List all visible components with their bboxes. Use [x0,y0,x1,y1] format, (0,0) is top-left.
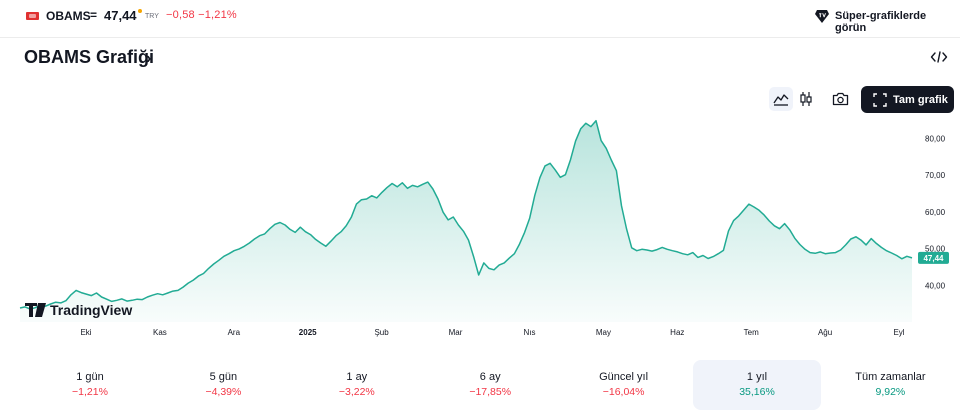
period-change: −17,85% [469,386,512,398]
period-change: −1,21% [72,386,108,398]
tradingview-watermark: TradingView [25,302,132,318]
snapshot-button[interactable] [828,87,852,111]
x-tick-label: Ağu [818,328,832,337]
x-tick-label: Mar [449,328,463,337]
camera-icon [832,92,848,106]
full-chart-label: Tam grafik [893,93,948,106]
symbol-header: OBAMS = 47,44 TRY −0,58 −1,21% Süper-gra… [0,0,960,34]
x-tick-label: Tem [744,328,759,337]
x-tick-label: Nıs [524,328,536,337]
symbol-name[interactable]: OBAMS [46,9,91,23]
full-chart-button[interactable]: Tam grafik [861,86,954,113]
period-change: 9,92% [875,386,906,398]
period-tab[interactable]: 1 yıl 35,16% [693,360,821,410]
x-tick-label: Şub [374,328,389,337]
currency-label: TRY [145,13,159,20]
y-tick-label: 70,00 [925,171,946,180]
price-area-fill [20,120,912,322]
x-tick-label: Haz [670,328,684,337]
period-label: 5 gün [209,371,238,383]
period-label: 1 yıl [746,371,768,383]
turkey-flag-icon [26,12,39,20]
tradingview-logo-icon [25,303,46,317]
period-label: 1 gün [76,371,104,383]
y-tick-label: 80,00 [925,134,946,143]
period-tab[interactable]: 1 ay −3,22% [293,360,421,410]
equals-sign: = [90,8,98,22]
period-selector: 1 gün −1,21% 5 gün −4,39% 1 ay −3,22% 6 ay −17,… [22,360,960,410]
period-tab[interactable]: 1 gün −1,21% [26,360,154,410]
period-label: 1 ay [346,371,368,383]
period-change: 35,16% [739,386,775,398]
period-label: 6 ay [479,371,501,383]
x-tick-label: Eki [80,328,91,337]
embed-code-icon[interactable] [930,49,948,65]
market-status-dot-icon [138,9,142,13]
price-area-chart[interactable]: 40,00 50,00 60,00 70,00 80,00 Eki Kas Ara 2025 Ş… [0,115,960,345]
title-chevron-right-icon[interactable]: › [146,50,152,67]
candles-icon [800,92,812,106]
period-tab[interactable]: 5 gün −4,39% [159,360,287,410]
y-tick-label: 40,00 [925,281,946,290]
last-price: 47,44 [104,8,137,23]
x-tick-label: Kas [153,328,167,337]
x-tick-label: Eyl [893,328,904,337]
price-line [19,119,913,310]
last-price-tag-label: 47,44 [923,254,944,263]
candle-chart-style-button[interactable] [794,87,818,111]
period-label: Güncel yıl [599,371,649,383]
price-change: −0,58 −1,21% [166,9,237,21]
period-change: −16,04% [602,386,645,398]
period-label: Tüm zamanlar [855,371,926,383]
fullscreen-icon [873,92,887,107]
x-tick-label: 2025 [299,328,317,337]
area-chart-icon [773,94,789,106]
x-tick-label: May [596,328,611,337]
period-tab[interactable]: Tüm zamanlar 9,92% [826,360,954,410]
period-change: −4,39% [205,386,242,398]
area-chart-style-button[interactable] [769,87,793,111]
tradingview-wordmark: TradingView [50,302,132,318]
header-divider [0,37,960,38]
supercharts-link[interactable]: Süper-grafiklerde görün [835,10,927,34]
y-tick-label: 60,00 [925,208,946,217]
period-tab[interactable]: 6 ay −17,85% [426,360,554,410]
period-change: −3,22% [338,386,375,398]
last-price-tag-bg [918,251,949,264]
y-tick-label: 50,00 [925,245,946,254]
x-tick-label: Ara [228,328,241,337]
supercharts-logo-icon[interactable] [814,8,830,24]
period-tab[interactable]: Güncel yıl −16,04% [560,360,688,410]
chart-page-title[interactable]: OBAMS Grafiği [24,47,155,67]
